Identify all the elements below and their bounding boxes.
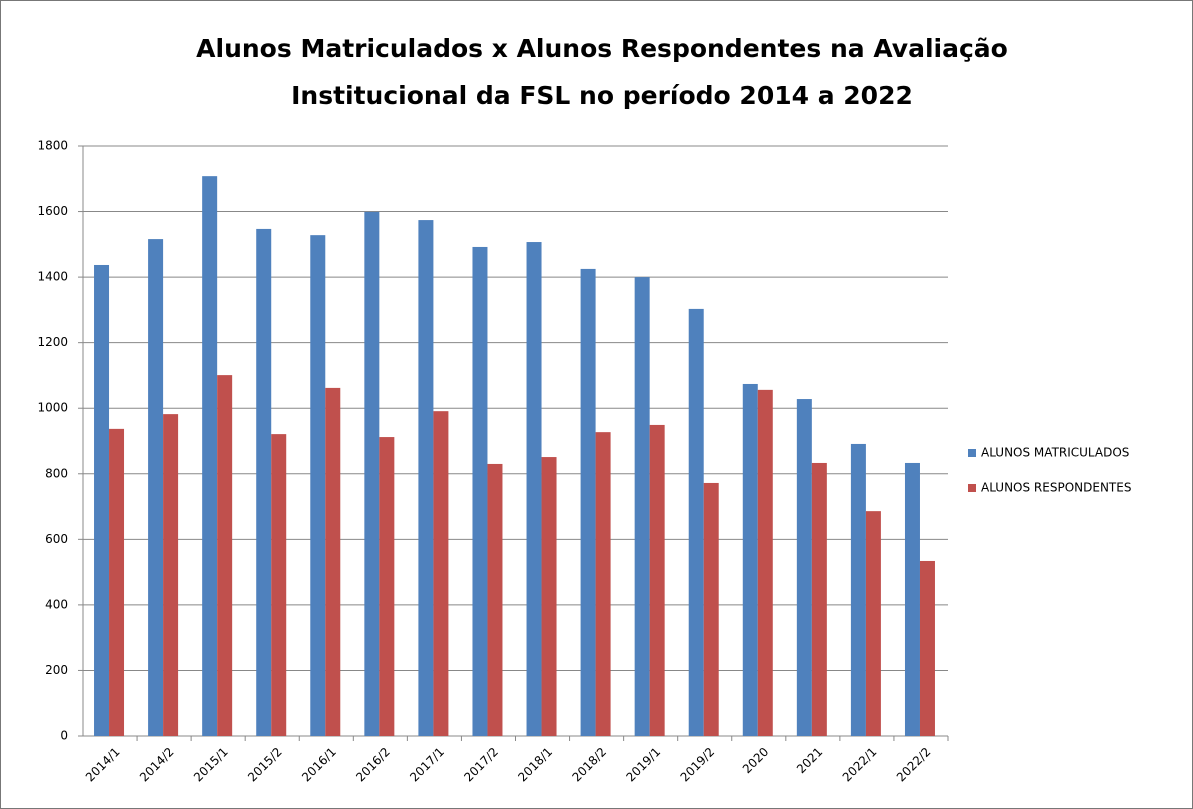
- bar: [109, 428, 125, 736]
- bar: [325, 387, 341, 736]
- bar: [688, 308, 704, 736]
- bar: [595, 432, 611, 736]
- bar: [865, 511, 881, 736]
- bar: [541, 457, 557, 736]
- bar: [811, 462, 827, 736]
- bar: [418, 220, 434, 737]
- y-tick-label: 800: [45, 466, 68, 480]
- bar: [757, 389, 773, 736]
- bar: [526, 242, 542, 737]
- bar: [919, 560, 935, 736]
- bar: [271, 434, 287, 736]
- y-tick-label: 1800: [37, 139, 68, 153]
- y-tick-label: 0: [60, 729, 68, 743]
- bar: [202, 176, 218, 737]
- bar: [148, 239, 164, 737]
- y-tick-label: 1400: [37, 270, 68, 284]
- bar: [580, 268, 596, 736]
- bar: [364, 211, 380, 737]
- y-tick-label: 1000: [37, 401, 68, 415]
- legend-swatch: [968, 484, 976, 492]
- bar: [703, 482, 719, 736]
- chart-title: Institucional da FSL no período 2014 a 2…: [291, 81, 913, 110]
- bar: [634, 277, 650, 736]
- y-tick-label: 200: [45, 663, 68, 677]
- bar: [217, 375, 233, 736]
- bar: [472, 246, 488, 736]
- y-tick-label: 1600: [37, 204, 68, 218]
- y-tick-label: 600: [45, 532, 68, 546]
- y-tick-label: 400: [45, 597, 68, 611]
- legend-label: ALUNOS MATRICULADOS: [981, 446, 1129, 460]
- bar: [796, 399, 812, 736]
- bar: [163, 414, 179, 736]
- bar: [850, 443, 866, 736]
- bar: [904, 462, 920, 736]
- bar: [649, 424, 665, 736]
- bar: [379, 437, 395, 736]
- bar: [94, 264, 110, 736]
- bar: [487, 463, 503, 736]
- bar: [433, 411, 449, 736]
- chart-title: Alunos Matriculados x Alunos Respondente…: [196, 34, 1008, 63]
- bar: [742, 383, 758, 736]
- legend-label: ALUNOS RESPONDENTES: [981, 481, 1131, 495]
- legend-swatch: [968, 449, 976, 457]
- bar: [256, 228, 272, 736]
- y-tick-label: 1200: [37, 335, 68, 349]
- bar: [310, 235, 326, 736]
